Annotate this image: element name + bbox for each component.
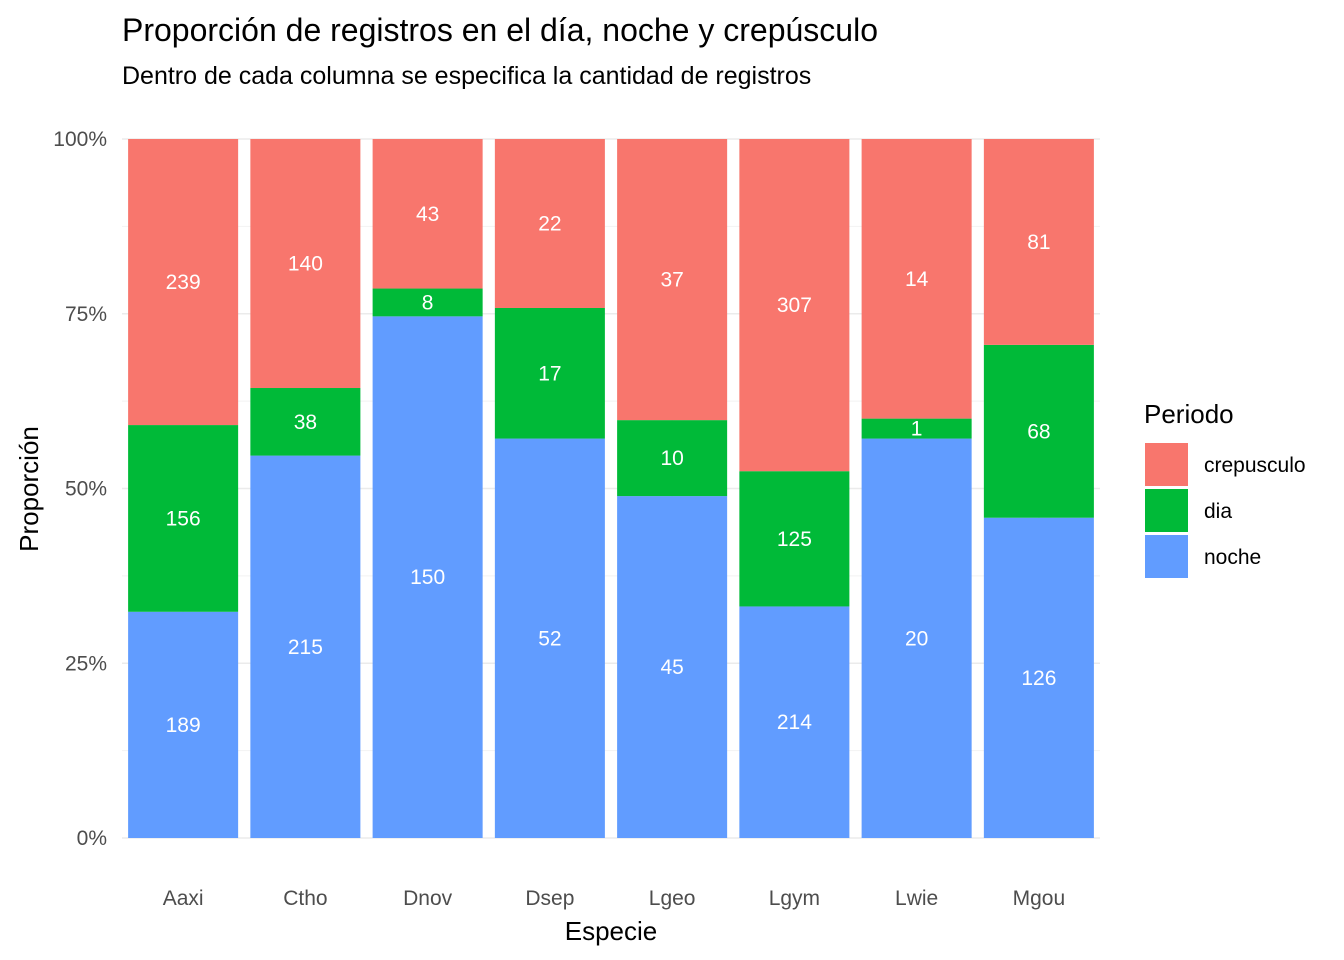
bar-Lgeo-noche xyxy=(617,496,728,838)
bar-label-Dnov-noche: 150 xyxy=(410,566,445,589)
bars xyxy=(128,139,1094,838)
legend-swatch-noche xyxy=(1145,535,1188,578)
bar-label-Ctho-crepusculo: 140 xyxy=(288,253,323,276)
legend: Periodo crepusculo dia noche xyxy=(1144,399,1306,578)
x-tick-label: Dnov xyxy=(403,887,453,910)
bar-label-Aaxi-crepusculo: 239 xyxy=(166,271,201,294)
bar-label-Lgym-dia: 125 xyxy=(777,528,812,551)
bar-label-Lgym-crepusculo: 307 xyxy=(777,294,812,317)
bar-label-Dnov-crepusculo: 43 xyxy=(416,203,439,226)
x-tick-label: Dsep xyxy=(525,887,574,910)
bar-label-Dsep-noche: 52 xyxy=(538,627,561,650)
bar-Mgou-dia xyxy=(983,344,1094,518)
x-axis-title: Especie xyxy=(565,916,658,946)
legend-label-noche: noche xyxy=(1204,546,1261,569)
bar-label-Mgou-noche: 126 xyxy=(1021,667,1056,690)
bar-Ctho-noche xyxy=(250,455,361,838)
y-tick-label: 50% xyxy=(65,478,107,501)
bar-Lgym-noche xyxy=(739,606,850,838)
bar-Lgeo-crepusculo xyxy=(617,139,728,421)
bar-Lwie-crepusculo xyxy=(861,139,972,419)
chart-subtitle: Dentro de cada columna se especifica la … xyxy=(122,62,811,90)
bar-label-Lgeo-crepusculo: 37 xyxy=(660,269,683,292)
bar-label-Ctho-noche: 215 xyxy=(288,636,323,659)
bar-Dnov-crepusculo xyxy=(372,139,483,289)
bar-label-Lgym-noche: 214 xyxy=(777,711,812,734)
bar-label-Lgeo-noche: 45 xyxy=(660,656,683,679)
bar-label-Mgou-crepusculo: 81 xyxy=(1027,231,1050,254)
bar-label-Aaxi-dia: 156 xyxy=(166,507,201,530)
y-tick-label: 25% xyxy=(65,652,107,675)
y-tick-label: 0% xyxy=(77,827,107,850)
bar-Mgou-noche xyxy=(983,517,1094,838)
bar-label-Aaxi-noche: 189 xyxy=(166,714,201,737)
x-tick-label: Lgeo xyxy=(649,887,696,910)
x-axis-ticks: Aaxi Ctho Dnov Dsep Lgeo Lgym Lwie Mgou xyxy=(163,887,1065,910)
bar-Aaxi-crepusculo xyxy=(128,139,239,426)
bar-Dsep-dia xyxy=(494,307,605,439)
legend-swatch-crepusculo xyxy=(1145,443,1188,486)
bar-label-Ctho-dia: 38 xyxy=(294,411,317,434)
x-tick-label: Lwie xyxy=(895,887,938,910)
x-tick-label: Aaxi xyxy=(163,887,204,910)
y-axis-ticks: 0% 25% 50% 75% 100% xyxy=(53,128,107,850)
legend-swatch-dia xyxy=(1145,489,1188,532)
bar-label-Dsep-crepusculo: 22 xyxy=(538,212,561,235)
bar-label-Dsep-dia: 17 xyxy=(538,362,561,385)
bar-Dsep-noche xyxy=(494,438,605,838)
bar-Ctho-crepusculo xyxy=(250,139,361,389)
bar-Mgou-crepusculo xyxy=(983,139,1094,345)
bar-Dsep-crepusculo xyxy=(494,139,605,308)
bar-label-Lwie-noche: 20 xyxy=(905,627,928,650)
bar-Lwie-dia xyxy=(861,418,972,439)
bar-label-Dnov-dia: 8 xyxy=(422,291,434,314)
bar-Lgym-crepusculo xyxy=(739,139,850,472)
bar-Ctho-dia xyxy=(250,388,361,456)
legend-label-dia: dia xyxy=(1204,500,1232,523)
bar-Aaxi-noche xyxy=(128,611,239,838)
bar-label-Lwie-dia: 1 xyxy=(911,418,923,441)
bar-Lgym-dia xyxy=(739,471,850,607)
legend-title: Periodo xyxy=(1144,399,1234,429)
bar-label-Mgou-dia: 68 xyxy=(1027,420,1050,443)
x-tick-label: Mgou xyxy=(1013,887,1066,910)
bar-labels: 1891562392153814015084352172245103721412… xyxy=(166,203,1057,737)
x-tick-label: Lgym xyxy=(769,887,820,910)
bar-label-Lgeo-dia: 10 xyxy=(660,447,683,470)
y-tick-label: 100% xyxy=(53,128,107,151)
legend-label-crepusculo: crepusculo xyxy=(1204,454,1306,477)
chart-title: Proporción de registros en el día, noche… xyxy=(122,12,878,48)
bar-Aaxi-dia xyxy=(128,425,239,612)
bar-label-Lwie-crepusculo: 14 xyxy=(905,268,929,291)
bar-Dnov-dia xyxy=(372,288,483,317)
y-axis-title: Proporción xyxy=(14,426,44,552)
bar-Dnov-noche xyxy=(372,316,483,838)
bar-Lgeo-dia xyxy=(617,420,728,497)
y-tick-label: 75% xyxy=(65,303,107,326)
x-tick-label: Ctho xyxy=(283,887,327,910)
bar-Lwie-noche xyxy=(861,438,972,838)
